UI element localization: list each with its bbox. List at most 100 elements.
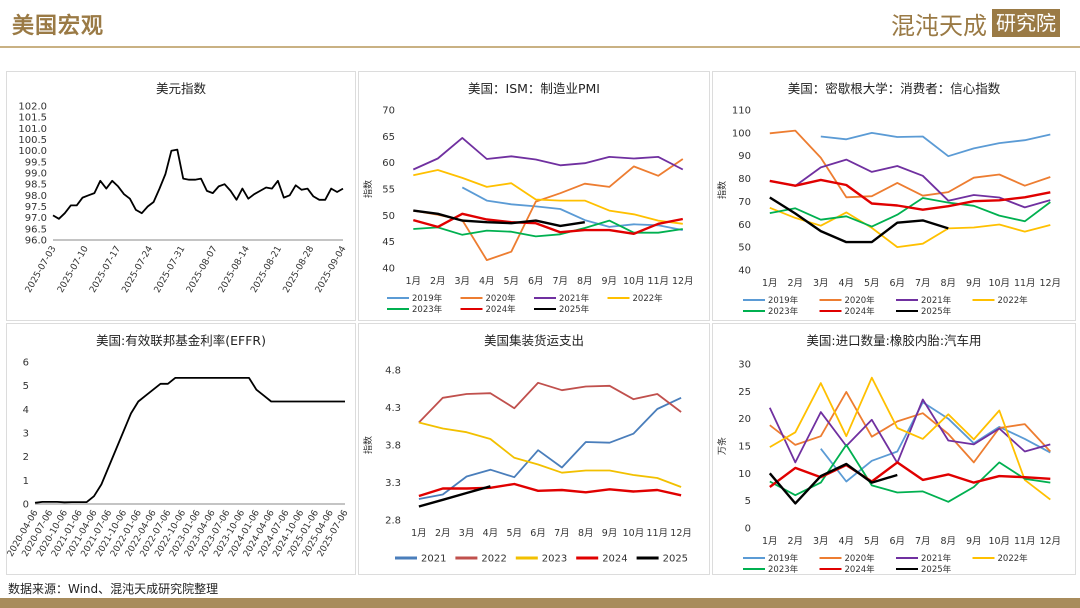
x-tick-label: 11月	[646, 528, 668, 539]
x-tick-label: 9月	[601, 276, 617, 287]
series-line	[412, 212, 684, 236]
x-tick-label: 7月	[915, 536, 931, 547]
series-line	[418, 396, 682, 500]
x-tick-label: 2025-08-28	[282, 244, 317, 295]
x-tick-label: 2025-08-07	[185, 245, 220, 295]
x-tick-label: 9月	[966, 278, 982, 289]
legend-label: 2019年	[768, 295, 799, 306]
chart-effr: 01234562020-04-062020-07-062020-10-06202…	[7, 358, 351, 559]
legend-label: 2021年	[921, 295, 952, 306]
series-line	[769, 461, 1051, 488]
series-line	[769, 196, 949, 244]
x-tick-label: 1月	[762, 536, 778, 547]
x-tick-label: 10月	[988, 278, 1010, 289]
series-line	[418, 482, 682, 498]
legend-label: 2021年	[921, 553, 952, 564]
x-tick-label: 2025-08-21	[249, 245, 284, 295]
footer-bar	[0, 598, 1080, 608]
company-logo: 混沌天成 研究院	[891, 6, 1060, 40]
series-line	[820, 401, 1051, 483]
x-tick-label: 3月	[459, 528, 475, 539]
x-tick-label: 5月	[864, 536, 880, 547]
legend-label: 2022年	[998, 295, 1029, 306]
y-tick-label: 97.0	[25, 213, 47, 224]
x-tick-label: 2月	[787, 278, 803, 289]
legend-label: 2019年	[768, 553, 799, 564]
y-tick-label: 50	[382, 211, 395, 222]
legend-label: 2025年	[559, 304, 590, 315]
y-tick-label: 20	[738, 414, 751, 425]
series-line	[769, 197, 1051, 228]
x-tick-label: 7月	[552, 276, 568, 287]
y-axis-label: 指数	[716, 181, 728, 199]
x-tick-label: 7月	[554, 528, 570, 539]
y-tick-label: 100	[732, 128, 751, 139]
legend-label: 2024年	[845, 306, 876, 317]
series-line	[769, 444, 1051, 503]
chart-dxy: 96.096.597.097.598.098.599.099.5100.0100…	[18, 102, 349, 295]
legend-label: 2023年	[412, 304, 443, 315]
y-tick-label: 3.3	[385, 478, 401, 489]
y-tick-label: 96.0	[25, 236, 47, 247]
y-tick-label: 15	[738, 442, 751, 453]
y-tick-label: 6	[23, 358, 29, 369]
x-tick-label: 6月	[530, 528, 546, 539]
x-tick-label: 3月	[454, 276, 470, 287]
legend-label: 2023	[542, 554, 567, 565]
x-tick-label: 8月	[577, 276, 593, 287]
y-tick-label: 30	[738, 360, 751, 371]
x-tick-label: 6月	[889, 278, 905, 289]
legend-label: 2025年	[921, 306, 952, 317]
series-line	[769, 178, 1051, 211]
legend-label: 2024年	[845, 564, 876, 574]
legend-label: 2022	[481, 554, 506, 565]
x-tick-label: 2025-09-04	[314, 244, 349, 295]
y-tick-label: 101.0	[18, 124, 47, 135]
x-tick-label: 2025-07-03	[24, 245, 59, 295]
x-tick-label: 2025-07-31	[153, 245, 188, 295]
y-tick-label: 70	[738, 197, 751, 208]
y-tick-label: 40	[738, 266, 751, 277]
y-tick-label: 65	[382, 132, 395, 143]
series-line	[413, 169, 683, 225]
panel-dxy: 美元指数 96.0 96.5 97.0 97.5 98.0 98.5 99.0 99.5 100…	[6, 71, 356, 321]
y-tick-label: 2.8	[385, 516, 401, 527]
y-tick-label: 4.3	[385, 403, 401, 414]
panel-ism: 美国：ISM：制造业PMI 40 45 50 55 60 65 70 指数 1月 2月 3月 4月 5月…	[358, 71, 710, 321]
chart-container: 2.8 3.3 3.8 4.3 4.8 指数 1月 2月 3月 4月 5月 6月 7月 8月 9月 10月 11…	[362, 366, 692, 565]
x-tick-label: 8月	[940, 536, 956, 547]
y-tick-label: 10	[738, 469, 751, 480]
y-tick-label: 99.0	[25, 169, 47, 180]
chart-title-umich: 美国：密歇根大学：消费者：信心指数	[787, 81, 1001, 96]
x-tick-label: 2月	[435, 528, 451, 539]
x-tick-label: 1月	[405, 276, 421, 287]
header: 美国宏观 混沌天成 研究院	[0, 0, 1080, 48]
x-tick-label: 6月	[528, 276, 544, 287]
series-line	[820, 132, 1051, 158]
series-line	[769, 376, 1051, 501]
panel-tires: 美国:进口数量:橡胶内胎:汽车用 0 5 10 15 20 25 30 万条 1月 2月 3月 4月 5…	[712, 323, 1076, 575]
y-tick-label: 0	[745, 524, 751, 535]
series-line	[768, 462, 898, 505]
y-tick-label: 50	[738, 243, 751, 254]
x-tick-label: 2月	[787, 536, 803, 547]
x-tick-label: 4月	[838, 536, 854, 547]
logo-stamp: 研究院	[992, 9, 1060, 37]
x-tick-label: 12月	[1039, 536, 1061, 547]
x-tick-label: 2025-08-14	[217, 244, 252, 295]
series-line	[769, 129, 1051, 199]
series-line	[34, 377, 345, 504]
x-tick-label: 10月	[623, 528, 645, 539]
legend-label: 2020年	[845, 295, 876, 306]
legend-label: 2023年	[768, 564, 799, 574]
series-line	[412, 137, 684, 171]
x-tick-label: 12月	[672, 276, 694, 287]
legend-label: 2020年	[486, 293, 517, 304]
y-tick-label: 4	[23, 405, 29, 416]
x-tick-label: 8月	[578, 528, 594, 539]
chart-title-effr: 美国:有效联邦基金利率(EFFR)	[96, 333, 266, 348]
x-tick-label: 12月	[1039, 278, 1061, 289]
x-tick-label: 5月	[864, 278, 880, 289]
y-tick-label: 98.5	[25, 180, 47, 191]
legend-label: 2025年	[921, 564, 952, 574]
